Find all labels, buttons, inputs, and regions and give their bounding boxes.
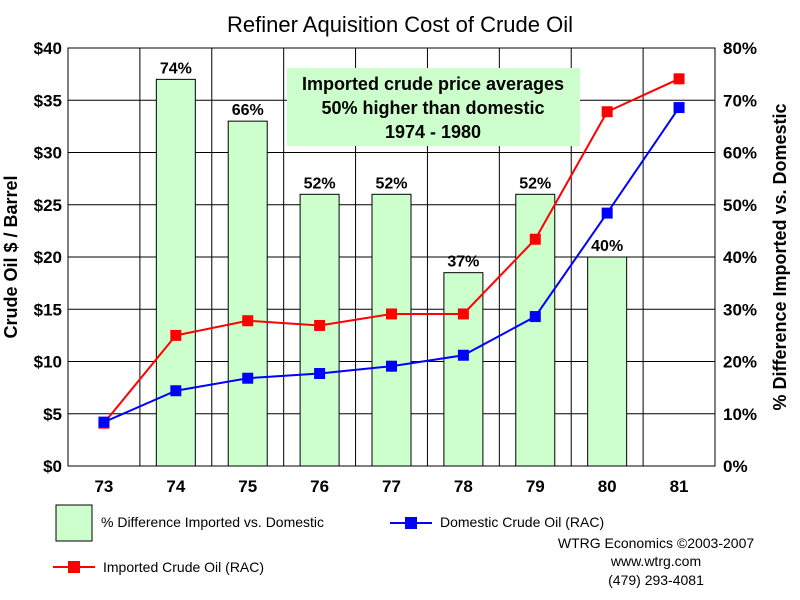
y-tick-label: $0	[43, 457, 62, 476]
y2-tick-label: 50%	[723, 196, 757, 215]
bar-pct-diff-78	[443, 272, 484, 467]
x-tick-label: 79	[526, 477, 545, 496]
y-tick-label: $5	[43, 405, 62, 424]
credit-line-1: WTRG Economics ©2003-2007	[558, 535, 754, 551]
y-tick-label: $35	[34, 91, 62, 110]
y2-tick-label: 0%	[723, 457, 748, 476]
credit-line-2: www.wtrg.com	[610, 553, 701, 569]
credits: WTRG Economics ©2003-2007 www.wtrg.com (…	[558, 535, 754, 588]
x-tick-label: 77	[382, 477, 401, 496]
point-imported-crude-oil-rac-75	[242, 315, 254, 327]
x-tick-label: 76	[310, 477, 329, 496]
point-domestic-crude-oil-rac-76	[314, 368, 326, 380]
point-imported-crude-oil-rac-79	[529, 233, 541, 245]
y2-tick-label: 60%	[723, 144, 757, 163]
bar-data-label: 37%	[447, 254, 479, 271]
point-domestic-crude-oil-rac-78	[457, 349, 469, 361]
credit-line-3: (479) 293-4081	[608, 572, 704, 588]
y-tick-label: $20	[34, 248, 62, 267]
legend-label-domestic: Domestic Crude Oil (RAC)	[440, 514, 604, 530]
point-domestic-crude-oil-rac-75	[242, 372, 254, 384]
point-imported-crude-oil-rac-80	[601, 106, 613, 118]
y2-tick-label: 20%	[723, 353, 757, 372]
bar-pct-diff-80	[587, 256, 628, 467]
y-tick-label: $10	[34, 353, 62, 372]
bar-pct-diff-77	[371, 193, 412, 467]
legend-marker-domestic	[405, 517, 417, 529]
x-tick-label: 81	[670, 477, 689, 496]
y2-axis-label: % Difference Imported vs. Domestic	[770, 103, 790, 410]
point-domestic-crude-oil-rac-77	[386, 360, 397, 372]
x-tick-label: 73	[94, 477, 113, 496]
bar-pct-diff-74	[155, 78, 196, 467]
point-domestic-crude-oil-rac-80	[601, 207, 613, 219]
y2-tick-label: 80%	[723, 39, 757, 58]
legend-label-imported: Imported Crude Oil (RAC)	[103, 559, 264, 575]
point-domestic-crude-oil-rac-73	[98, 416, 110, 428]
point-imported-crude-oil-rac-74	[170, 329, 182, 341]
annotation-line-3: 1974 - 1980	[385, 122, 481, 142]
bar-data-label: 52%	[519, 175, 551, 192]
bar-data-label: 66%	[232, 102, 264, 119]
legend-label-bars: % Difference Imported vs. Domestic	[101, 514, 324, 530]
point-domestic-crude-oil-rac-81	[673, 102, 685, 114]
y-tick-label: $40	[34, 39, 62, 58]
point-imported-crude-oil-rac-76	[314, 319, 326, 331]
bars-group	[155, 78, 628, 467]
point-imported-crude-oil-rac-77	[386, 308, 397, 320]
y-axis-label: Crude Oil $ / Barrel	[1, 175, 21, 338]
point-domestic-crude-oil-rac-74	[170, 385, 182, 397]
annotation-line-2: 50% higher than domestic	[321, 98, 544, 118]
bar-data-label: 52%	[304, 175, 336, 192]
bar-data-label: 74%	[160, 60, 192, 77]
bar-data-label: 52%	[375, 175, 407, 192]
ticks-group: $0 $5 $10 $15 $20 $25 $30 $35 $40 0% 10% 20% 30% 40% 5…	[34, 39, 757, 496]
y2-tick-label: 40%	[723, 248, 757, 267]
bar-data-label: 40%	[591, 238, 623, 255]
y-tick-label: $30	[34, 144, 62, 163]
y2-tick-label: 30%	[723, 300, 757, 319]
y2-tick-label: 70%	[723, 91, 757, 110]
x-tick-label: 74	[166, 477, 185, 496]
legend-swatch-bars	[55, 504, 93, 542]
annotation-line-1: Imported crude price averages	[302, 74, 564, 94]
x-tick-label: 80	[598, 477, 617, 496]
legend: % Difference Imported vs. Domestic Domes…	[53, 504, 604, 575]
plot-frame	[67, 47, 716, 467]
x-tick-label: 78	[454, 477, 473, 496]
annotation-box: Imported crude price averages 50% higher…	[287, 68, 580, 146]
x-tick-label: 75	[238, 477, 257, 496]
point-domestic-crude-oil-rac-79	[529, 311, 541, 323]
point-imported-crude-oil-rac-81	[673, 73, 685, 85]
chart-title: Refiner Aquisition Cost of Crude Oil	[227, 12, 573, 37]
bar-pct-diff-75	[227, 120, 268, 467]
bar-labels-group: 74% 66% 52% 52% 37% 52% 40%	[160, 60, 623, 270]
lines-group	[98, 73, 685, 429]
point-imported-crude-oil-rac-78	[457, 308, 469, 320]
y2-tick-label: 10%	[723, 405, 757, 424]
legend-marker-imported	[68, 561, 80, 573]
y-tick-label: $15	[34, 300, 62, 319]
y-tick-label: $25	[34, 196, 62, 215]
annotation-background	[287, 68, 580, 146]
